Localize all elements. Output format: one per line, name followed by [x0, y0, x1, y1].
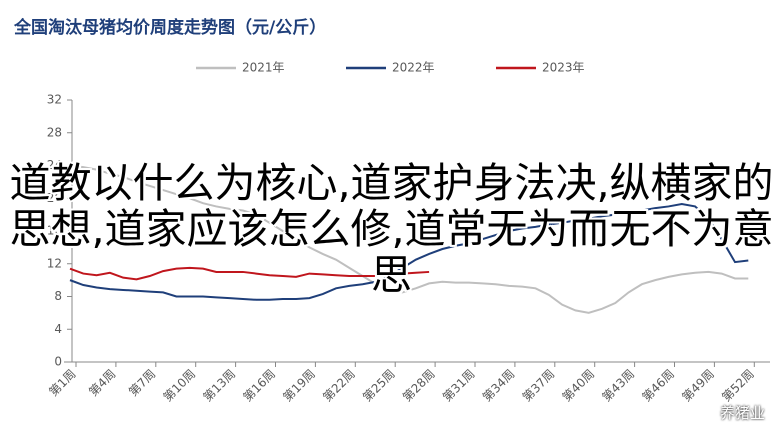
y-tick-label: 4 [54, 322, 62, 336]
series-line [69, 266, 430, 281]
chart-title: 全国淘汰母猪均价周度走势图（元/公斤） [13, 17, 326, 38]
y-tick-label: 0 [54, 355, 62, 369]
x-tick-label: 第16周 [240, 367, 278, 405]
x-tick-label: 第25周 [360, 367, 398, 405]
x-tick-label: 第19周 [280, 367, 318, 405]
y-tick-label: 12 [47, 256, 62, 270]
x-tick-label: 第31周 [440, 367, 478, 405]
series-line [69, 202, 749, 301]
x-tick-label: 第22周 [320, 367, 358, 405]
x-tick-label: 第40周 [560, 367, 598, 405]
y-tick-label: 32 [47, 93, 62, 107]
x-tick-label: 第46周 [639, 367, 677, 405]
y-tick-label: 24 [47, 158, 62, 172]
x-tick-label: 第4周 [86, 367, 118, 399]
y-tick-label: 20 [47, 191, 62, 205]
x-tick-label: 第28周 [400, 367, 438, 405]
legend-label: 2023年 [542, 61, 585, 75]
series-line [69, 164, 749, 314]
x-tick-label: 第13周 [201, 367, 239, 405]
x-tick-label: 第49周 [679, 367, 717, 405]
overlay-text: 道教以什么为核心,道家护身法决,纵横家的思想,道家应该怎么修,道常无为而无不为意… [9, 159, 774, 299]
legend-label: 2022年 [392, 61, 435, 75]
x-tick-label: 第7周 [126, 367, 158, 399]
watermark: 养猪业 [719, 404, 765, 422]
y-tick-label: 8 [54, 289, 62, 303]
x-tick-label: 第34周 [480, 367, 518, 405]
x-tick-label: 第10周 [161, 367, 199, 405]
y-tick-label: 28 [47, 125, 62, 139]
x-tick-label: 第52周 [719, 367, 757, 405]
x-tick-label: 第37周 [520, 367, 558, 405]
x-tick-label: 第43周 [600, 367, 638, 405]
y-tick-label: 16 [47, 224, 62, 238]
x-tick-label: 第1周 [46, 367, 78, 399]
legend-label: 2021年 [242, 61, 285, 75]
